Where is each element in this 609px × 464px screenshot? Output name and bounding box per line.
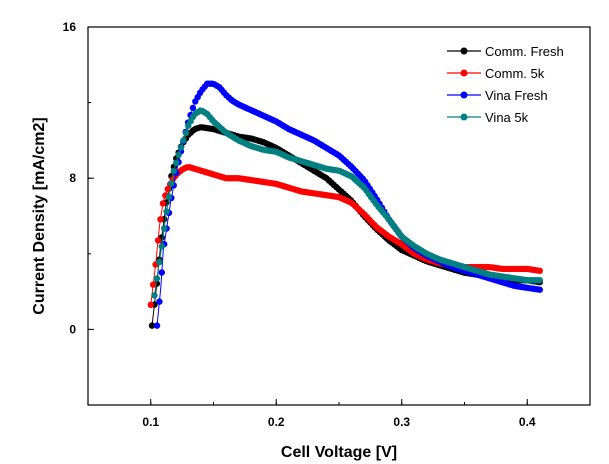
data-point [157, 216, 164, 223]
axis-ticks [87, 26, 591, 406]
x-axis-title: Cell Voltage [V] [281, 444, 397, 461]
series-line [150, 166, 540, 305]
legend-swatch-marker [460, 47, 468, 55]
legend-label: Vina Fresh [485, 88, 548, 103]
y-tick-label: 16 [63, 20, 77, 34]
data-point [160, 225, 168, 232]
legend-swatch-marker [460, 69, 468, 77]
data-point [189, 104, 197, 112]
data-point [156, 298, 163, 305]
data-point [170, 167, 177, 175]
legend-item: Vina Fresh [447, 88, 548, 103]
x-tick-label: 0.1 [142, 415, 159, 429]
data-point [154, 237, 162, 244]
data-point [159, 200, 167, 207]
data-point [180, 137, 187, 144]
data-point [149, 281, 157, 288]
data-point [164, 185, 171, 193]
data-point [153, 275, 161, 282]
data-point [158, 269, 166, 276]
data-point [536, 286, 543, 293]
series-comm-fresh [148, 124, 543, 329]
data-point [158, 243, 165, 250]
data-point [177, 144, 185, 151]
legend-label: Comm. 5k [485, 66, 545, 81]
data-point [147, 301, 154, 309]
legend-item: Comm. 5k [447, 66, 545, 81]
data-point [175, 151, 182, 159]
x-tick-label: 0.2 [268, 415, 285, 429]
data-point [165, 193, 173, 201]
data-point [536, 267, 543, 275]
legend-item: Comm. Fresh [447, 44, 564, 59]
data-point [172, 159, 180, 167]
legend-label: Vina 5k [485, 110, 529, 125]
data-point [168, 180, 175, 187]
data-point [536, 277, 543, 284]
series-layer [147, 80, 543, 329]
legend-swatch-marker [460, 113, 468, 121]
x-tick-label: 0.4 [519, 415, 536, 429]
y-axis-title: Current Density [mA/cm2] [31, 117, 48, 314]
legend-item: Vina 5k [447, 110, 529, 125]
data-point [153, 322, 161, 329]
x-tick-label: 0.3 [393, 415, 410, 429]
y-tick-labels: 0 8 16 [63, 20, 77, 336]
y-tick-label: 0 [69, 322, 76, 336]
data-point [151, 292, 158, 299]
legend-label: Comm. Fresh [485, 44, 564, 59]
data-point [163, 208, 170, 215]
legend-swatch-marker [460, 91, 468, 99]
data-point [148, 322, 156, 329]
plot-frame [87, 26, 591, 406]
legend: Comm. Fresh Comm. 5k Vina Fresh Vina 5k [447, 44, 564, 125]
series-vina-5k [151, 107, 543, 299]
data-point [156, 258, 163, 266]
series-comm-5k [147, 164, 543, 309]
x-tick-labels: 0.1 0.2 0.3 0.4 [142, 415, 536, 429]
series-line [151, 126, 540, 326]
data-point [182, 129, 190, 137]
y-tick-label: 8 [69, 171, 76, 185]
